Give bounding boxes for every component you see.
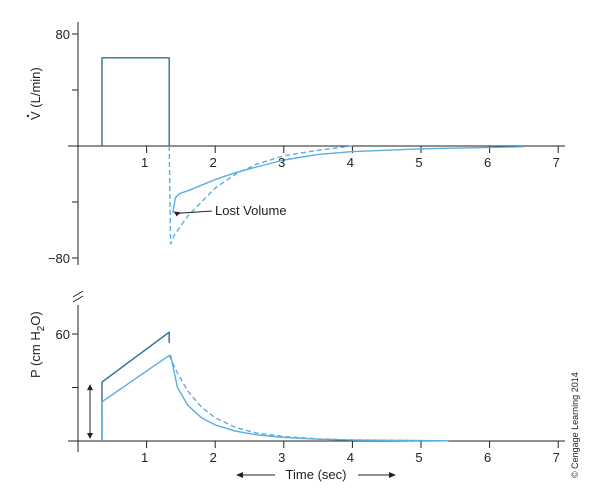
flow-series-solid-square — [101, 57, 170, 146]
pressure-y-label-subscript: 2 — [36, 325, 47, 331]
flow-series-solid — [172, 146, 524, 214]
pressure-x-tick-label: 4 — [347, 450, 354, 465]
pressure-span-arrowhead-bottom — [87, 433, 93, 439]
flow-dot-accent — [26, 114, 30, 118]
time-arrow-right-head — [389, 472, 396, 478]
flow-series-dashed — [168, 145, 353, 245]
pressure-x-tick-label: 6 — [484, 450, 491, 465]
pressure-y-tick-label: 60 — [56, 327, 70, 342]
flow-x-tick-label: 5 — [415, 155, 422, 170]
flow-x-tick-label: 2 — [210, 155, 217, 170]
pressure-y-label-end: O) — [28, 311, 43, 325]
pressure-x-tick-label: 5 — [415, 450, 422, 465]
pressure-x-tick-label: 7 — [553, 450, 560, 465]
pressure-series-solid-upper — [101, 331, 170, 441]
lost-volume-leader — [176, 210, 213, 214]
time-arrow-left-head — [236, 472, 243, 478]
flow-x-tick-label: 6 — [484, 155, 491, 170]
pressure-series-solid — [101, 354, 449, 442]
flow-x-tick-label: 4 — [347, 155, 354, 170]
flow-x-tick-label: 7 — [553, 155, 560, 170]
axes — [68, 22, 565, 452]
axis-break-mark — [72, 295, 84, 303]
series — [87, 57, 524, 478]
flow-y-tick-label: −80 — [48, 251, 70, 266]
pressure-y-label-main: P (cm H — [28, 331, 43, 378]
pressure-series-dashed — [168, 355, 422, 442]
flow-x-tick-label: 3 — [278, 155, 285, 170]
axis-break-mark — [72, 290, 84, 298]
pressure-y-axis-label: P (cm H2O) — [28, 311, 47, 378]
flow-y-tick-label: 80 — [56, 27, 70, 42]
flow-x-tick-label: 1 — [141, 155, 148, 170]
flow-y-label-symbol: V — [28, 111, 43, 120]
pressure-x-tick-label: 3 — [278, 450, 285, 465]
lost-volume-arrowhead — [173, 211, 181, 217]
lost-volume-label: Lost Volume — [215, 203, 287, 218]
pressure-x-tick-label: 2 — [210, 450, 217, 465]
pressure-x-tick-label: 1 — [141, 450, 148, 465]
pressure-span-arrowhead-top — [87, 384, 93, 391]
time-x-axis-label: Time (sec) — [286, 467, 347, 482]
flow-y-label-units: (L/min) — [28, 67, 43, 111]
copyright-notice: © Cengage Learning 2014 — [570, 372, 580, 478]
flow-y-axis-label: V (L/min) — [28, 67, 43, 120]
